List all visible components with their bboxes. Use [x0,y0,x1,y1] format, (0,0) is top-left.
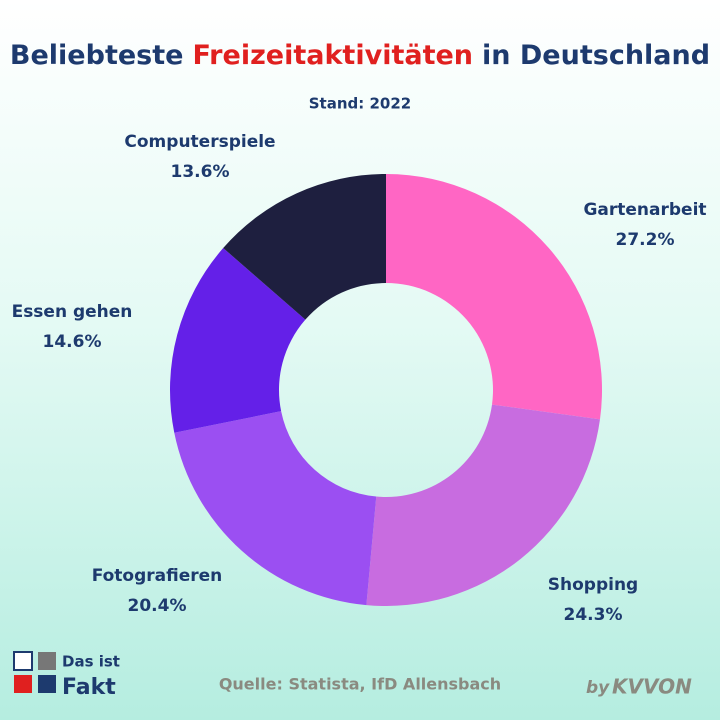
value-label: 13.6% [171,162,230,182]
slice [174,411,377,606]
value-label: 24.3% [564,605,623,625]
category-label: Essen gehen [12,302,133,322]
category-label: Shopping [548,575,638,595]
logo-text: Fakt [62,675,116,700]
source: Quelle: Statista, IfD Allensbach [219,675,501,694]
value-label: 14.6% [43,332,102,352]
credit-name: KVVON [612,675,692,699]
subtitle: Stand: 2022 [309,95,411,113]
value-label: 20.4% [128,596,187,616]
value-label: 27.2% [616,230,675,250]
logo-text: Das ist [62,653,120,671]
slice [169,248,306,433]
title-part: Freizeitaktivitäten [192,40,474,71]
logo-box [14,675,32,693]
logo-box [38,675,56,693]
slice [366,404,600,606]
title-part: Beliebteste [9,40,184,71]
slice [386,174,602,420]
credit-by: by [586,678,610,698]
title-part: in Deutschland [482,40,711,71]
logo-box [38,652,56,670]
category-label: Fotografieren [92,566,223,586]
chart-title: Beliebteste Freizeitaktivitäten in Deuts… [0,40,720,71]
logo-box [13,651,33,671]
category-label: Gartenarbeit [583,200,706,220]
category-label: Computerspiele [124,132,275,152]
slice [223,174,386,320]
